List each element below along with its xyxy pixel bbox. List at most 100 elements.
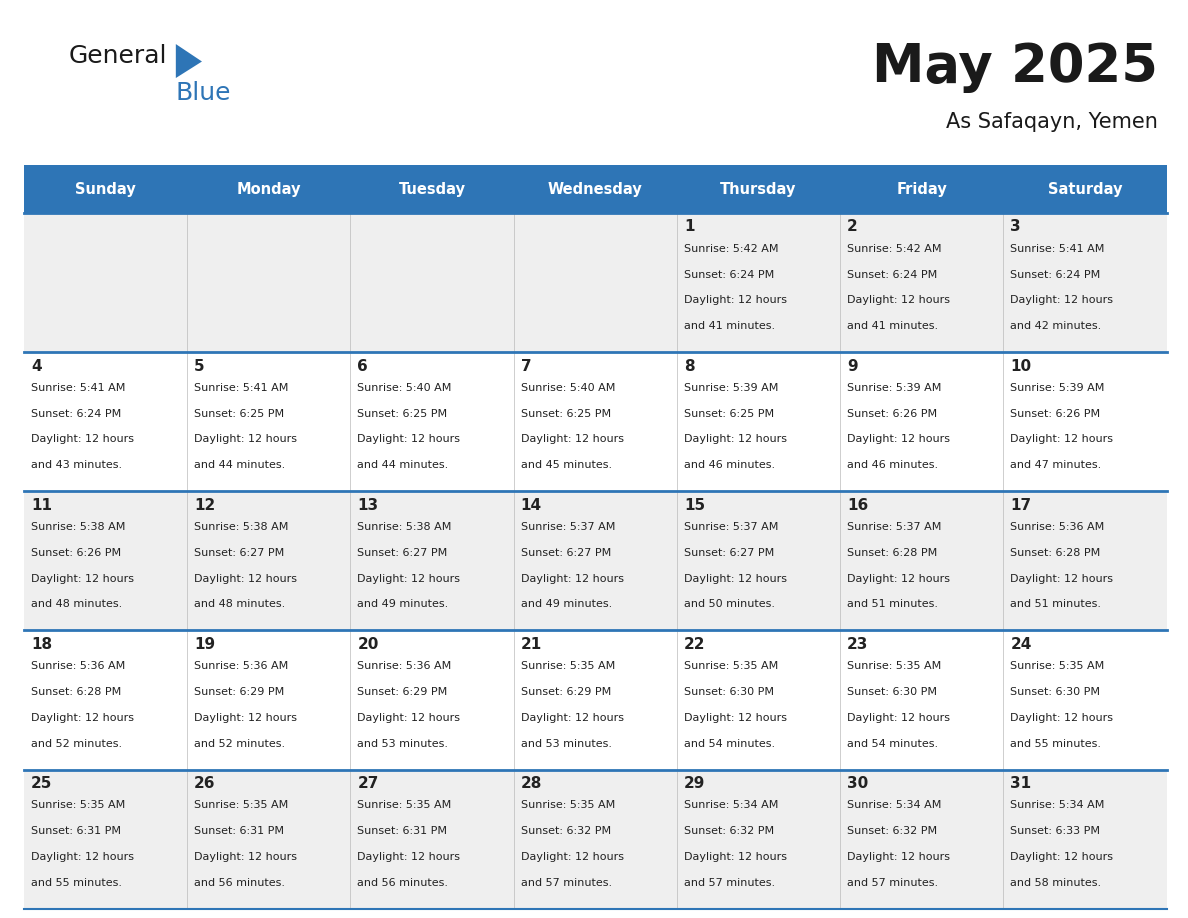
Text: Sunset: 6:25 PM: Sunset: 6:25 PM <box>358 409 448 419</box>
Text: Sunrise: 5:37 AM: Sunrise: 5:37 AM <box>520 522 615 532</box>
Text: Sunset: 6:28 PM: Sunset: 6:28 PM <box>847 548 937 558</box>
Text: Daylight: 12 hours: Daylight: 12 hours <box>684 712 786 722</box>
Text: and 44 minutes.: and 44 minutes. <box>194 460 285 470</box>
Text: Sunrise: 5:39 AM: Sunrise: 5:39 AM <box>684 383 778 393</box>
Text: Sunset: 6:24 PM: Sunset: 6:24 PM <box>684 270 775 279</box>
Text: Daylight: 12 hours: Daylight: 12 hours <box>194 434 297 444</box>
Text: and 43 minutes.: and 43 minutes. <box>31 460 122 470</box>
Bar <box>1004 213 1167 353</box>
Bar <box>350 631 513 769</box>
Text: Daylight: 12 hours: Daylight: 12 hours <box>847 712 950 722</box>
Text: Daylight: 12 hours: Daylight: 12 hours <box>847 296 950 306</box>
Text: Sunset: 6:33 PM: Sunset: 6:33 PM <box>1011 826 1100 836</box>
Bar <box>840 491 1004 631</box>
Text: Sunrise: 5:36 AM: Sunrise: 5:36 AM <box>31 661 125 671</box>
Text: and 57 minutes.: and 57 minutes. <box>520 878 612 888</box>
Text: and 49 minutes.: and 49 minutes. <box>520 599 612 610</box>
Text: 12: 12 <box>194 498 215 513</box>
Text: Sunset: 6:29 PM: Sunset: 6:29 PM <box>520 687 611 697</box>
Text: and 51 minutes.: and 51 minutes. <box>847 599 939 610</box>
Text: 5: 5 <box>194 359 204 374</box>
Text: Sunrise: 5:34 AM: Sunrise: 5:34 AM <box>1011 800 1105 811</box>
Text: Sunset: 6:27 PM: Sunset: 6:27 PM <box>520 548 611 558</box>
Text: Sunset: 6:31 PM: Sunset: 6:31 PM <box>31 826 121 836</box>
Text: 18: 18 <box>31 637 52 652</box>
Text: Daylight: 12 hours: Daylight: 12 hours <box>520 852 624 862</box>
Text: Sunrise: 5:40 AM: Sunrise: 5:40 AM <box>520 383 615 393</box>
Text: Tuesday: Tuesday <box>398 182 466 196</box>
Text: Sunset: 6:29 PM: Sunset: 6:29 PM <box>358 687 448 697</box>
Text: and 55 minutes.: and 55 minutes. <box>31 878 122 888</box>
Text: Sunset: 6:26 PM: Sunset: 6:26 PM <box>847 409 937 419</box>
Text: Thursday: Thursday <box>720 182 797 196</box>
Text: Sunrise: 5:38 AM: Sunrise: 5:38 AM <box>31 522 125 532</box>
Text: Sunrise: 5:35 AM: Sunrise: 5:35 AM <box>684 661 778 671</box>
Text: 4: 4 <box>31 359 42 374</box>
Text: and 47 minutes.: and 47 minutes. <box>1011 460 1101 470</box>
Bar <box>24 353 187 491</box>
Text: Sunset: 6:26 PM: Sunset: 6:26 PM <box>31 548 121 558</box>
Text: and 56 minutes.: and 56 minutes. <box>194 878 285 888</box>
Text: Sunset: 6:26 PM: Sunset: 6:26 PM <box>1011 409 1100 419</box>
Text: Sunrise: 5:36 AM: Sunrise: 5:36 AM <box>358 661 451 671</box>
Text: Blue: Blue <box>176 81 232 105</box>
Text: 25: 25 <box>31 776 52 791</box>
Text: Daylight: 12 hours: Daylight: 12 hours <box>194 574 297 584</box>
Text: Sunrise: 5:35 AM: Sunrise: 5:35 AM <box>194 800 289 811</box>
Text: 29: 29 <box>684 776 706 791</box>
Text: Daylight: 12 hours: Daylight: 12 hours <box>1011 434 1113 444</box>
Text: Sunset: 6:24 PM: Sunset: 6:24 PM <box>847 270 937 279</box>
Bar <box>1004 769 1167 909</box>
Bar <box>513 353 677 491</box>
Bar <box>187 165 350 213</box>
Text: Daylight: 12 hours: Daylight: 12 hours <box>194 712 297 722</box>
Text: and 44 minutes.: and 44 minutes. <box>358 460 449 470</box>
Bar <box>677 165 840 213</box>
Text: and 41 minutes.: and 41 minutes. <box>847 321 939 331</box>
Text: Sunset: 6:31 PM: Sunset: 6:31 PM <box>358 826 448 836</box>
Text: and 46 minutes.: and 46 minutes. <box>847 460 939 470</box>
Bar <box>1004 353 1167 491</box>
Bar <box>677 353 840 491</box>
Bar <box>24 213 187 353</box>
Text: Sunrise: 5:35 AM: Sunrise: 5:35 AM <box>847 661 941 671</box>
Text: and 57 minutes.: and 57 minutes. <box>847 878 939 888</box>
Text: Daylight: 12 hours: Daylight: 12 hours <box>358 852 461 862</box>
Text: and 50 minutes.: and 50 minutes. <box>684 599 775 610</box>
Text: Sunrise: 5:36 AM: Sunrise: 5:36 AM <box>194 661 289 671</box>
Text: Sunrise: 5:36 AM: Sunrise: 5:36 AM <box>1011 522 1105 532</box>
Text: 28: 28 <box>520 776 542 791</box>
Bar <box>677 491 840 631</box>
Text: Sunrise: 5:35 AM: Sunrise: 5:35 AM <box>520 800 615 811</box>
Text: Sunset: 6:30 PM: Sunset: 6:30 PM <box>847 687 937 697</box>
Text: 11: 11 <box>31 498 52 513</box>
Text: Daylight: 12 hours: Daylight: 12 hours <box>684 434 786 444</box>
Bar <box>1004 631 1167 769</box>
Text: Sunset: 6:25 PM: Sunset: 6:25 PM <box>684 409 775 419</box>
Text: 10: 10 <box>1011 359 1031 374</box>
Text: Sunrise: 5:35 AM: Sunrise: 5:35 AM <box>31 800 125 811</box>
Text: Sunset: 6:28 PM: Sunset: 6:28 PM <box>1011 548 1101 558</box>
Bar <box>187 353 350 491</box>
Text: Daylight: 12 hours: Daylight: 12 hours <box>358 574 461 584</box>
Text: Daylight: 12 hours: Daylight: 12 hours <box>358 434 461 444</box>
Text: Sunset: 6:25 PM: Sunset: 6:25 PM <box>520 409 611 419</box>
Text: 17: 17 <box>1011 498 1031 513</box>
Text: Sunset: 6:24 PM: Sunset: 6:24 PM <box>31 409 121 419</box>
Text: Sunrise: 5:39 AM: Sunrise: 5:39 AM <box>1011 383 1105 393</box>
Text: Sunset: 6:32 PM: Sunset: 6:32 PM <box>684 826 775 836</box>
Text: Sunrise: 5:35 AM: Sunrise: 5:35 AM <box>358 800 451 811</box>
Bar <box>840 631 1004 769</box>
Text: Daylight: 12 hours: Daylight: 12 hours <box>520 434 624 444</box>
Text: and 58 minutes.: and 58 minutes. <box>1011 878 1101 888</box>
Text: Daylight: 12 hours: Daylight: 12 hours <box>847 852 950 862</box>
Text: and 51 minutes.: and 51 minutes. <box>1011 599 1101 610</box>
Text: and 45 minutes.: and 45 minutes. <box>520 460 612 470</box>
Text: 13: 13 <box>358 498 379 513</box>
Text: Daylight: 12 hours: Daylight: 12 hours <box>684 296 786 306</box>
Text: Sunrise: 5:37 AM: Sunrise: 5:37 AM <box>684 522 778 532</box>
Text: and 46 minutes.: and 46 minutes. <box>684 460 775 470</box>
Bar <box>350 353 513 491</box>
Text: and 55 minutes.: and 55 minutes. <box>1011 738 1101 748</box>
Text: Sunset: 6:25 PM: Sunset: 6:25 PM <box>194 409 284 419</box>
